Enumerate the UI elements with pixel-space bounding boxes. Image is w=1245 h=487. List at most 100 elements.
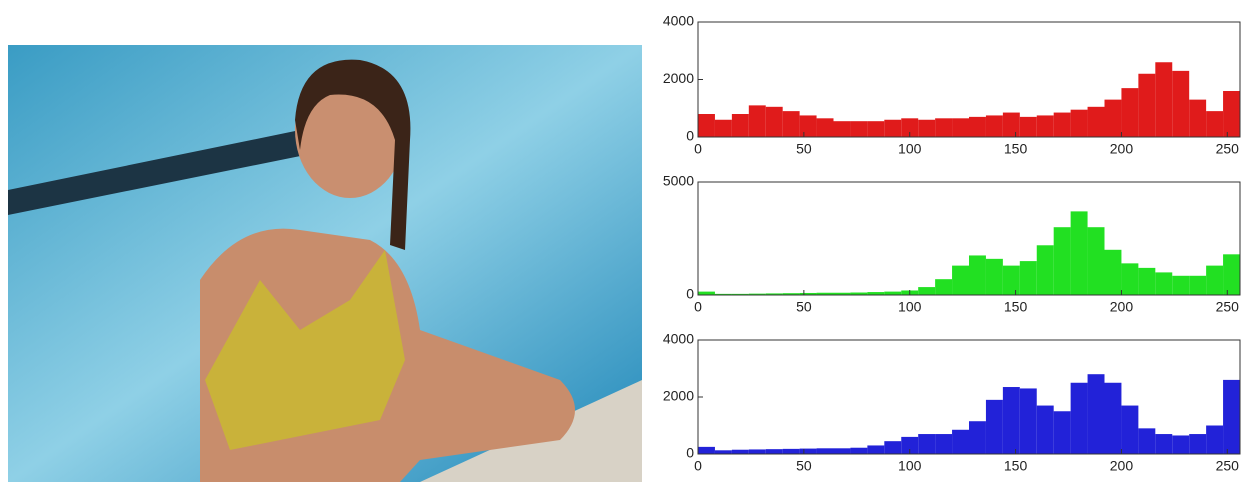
bar [1155, 434, 1172, 454]
bar [1054, 113, 1071, 137]
bar [749, 449, 766, 454]
photo [8, 45, 642, 482]
bar [1020, 117, 1037, 137]
bar [935, 434, 952, 454]
bar [1121, 88, 1138, 137]
y-tick-label: 0 [686, 128, 694, 144]
bar [766, 449, 783, 454]
bar [698, 114, 715, 137]
bar [884, 120, 901, 137]
bar [732, 450, 749, 454]
bar [1206, 111, 1223, 137]
bar [1189, 434, 1206, 454]
bar [952, 118, 969, 137]
bar [867, 121, 884, 137]
histogram-panel: 020004000050100150200250 [663, 13, 1240, 157]
bar [1223, 254, 1240, 295]
bar [1088, 107, 1105, 137]
bar [1054, 227, 1071, 295]
bar [1037, 406, 1054, 454]
bar [817, 118, 834, 137]
bar [698, 292, 715, 295]
x-tick-label: 200 [1110, 458, 1134, 474]
y-tick-label: 0 [686, 445, 694, 461]
bar [884, 441, 901, 454]
x-tick-label: 50 [796, 458, 812, 474]
x-tick-label: 100 [898, 141, 922, 157]
bar [969, 117, 986, 137]
bar [1071, 110, 1088, 137]
bar [1138, 74, 1155, 137]
bar [834, 448, 851, 454]
x-tick-label: 150 [1004, 299, 1028, 315]
bar [1172, 276, 1189, 295]
bar [1037, 245, 1054, 295]
bar [850, 121, 867, 137]
bar [715, 450, 732, 454]
y-tick-label: 0 [686, 286, 694, 302]
bar [918, 287, 935, 295]
bar [969, 421, 986, 454]
x-tick-label: 200 [1110, 299, 1134, 315]
bar [1223, 91, 1240, 137]
bar [1071, 383, 1088, 454]
bar [766, 107, 783, 137]
bar [867, 445, 884, 454]
bar [817, 448, 834, 454]
bar [698, 447, 715, 454]
bar [1223, 380, 1240, 454]
bar [1206, 266, 1223, 295]
bar [952, 266, 969, 295]
x-tick-label: 150 [1004, 141, 1028, 157]
x-tick-label: 250 [1216, 299, 1240, 315]
bar [986, 259, 1003, 295]
bar [918, 434, 935, 454]
bar [1105, 100, 1122, 137]
bar [715, 120, 732, 137]
bar [1054, 411, 1071, 454]
bar [1172, 435, 1189, 454]
bar [1088, 227, 1105, 295]
x-tick-label: 150 [1004, 458, 1028, 474]
x-tick-label: 100 [898, 299, 922, 315]
y-tick-label: 5000 [663, 173, 694, 189]
bar [783, 449, 800, 454]
bar [986, 115, 1003, 137]
bar [1172, 71, 1189, 137]
bar [749, 105, 766, 137]
page: 0200040000501001502002500500005010015020… [0, 0, 1245, 482]
bar [732, 114, 749, 137]
x-tick-label: 0 [694, 458, 702, 474]
y-tick-label: 2000 [663, 388, 694, 404]
bar [1020, 261, 1037, 295]
bar [850, 448, 867, 454]
bar [1155, 62, 1172, 137]
y-tick-label: 4000 [663, 13, 694, 29]
bar [1088, 374, 1105, 454]
bar [1105, 250, 1122, 295]
bar [783, 111, 800, 137]
bar [800, 115, 817, 137]
bar [935, 279, 952, 295]
bar [1003, 387, 1020, 454]
bar [1121, 406, 1138, 454]
bar [1003, 266, 1020, 295]
bar [1189, 100, 1206, 137]
bar [1071, 211, 1088, 295]
x-tick-label: 250 [1216, 141, 1240, 157]
bar [834, 121, 851, 137]
x-tick-label: 0 [694, 299, 702, 315]
bar [935, 118, 952, 137]
bar [1121, 263, 1138, 295]
y-tick-label: 4000 [663, 331, 694, 347]
x-tick-label: 0 [694, 141, 702, 157]
figure: 0200040000501001502002500500005010015020… [0, 0, 1245, 482]
bar [1189, 276, 1206, 295]
bar [800, 449, 817, 454]
x-tick-label: 200 [1110, 141, 1134, 157]
bar [1037, 115, 1054, 137]
y-tick-label: 2000 [663, 70, 694, 86]
bar [1003, 113, 1020, 137]
